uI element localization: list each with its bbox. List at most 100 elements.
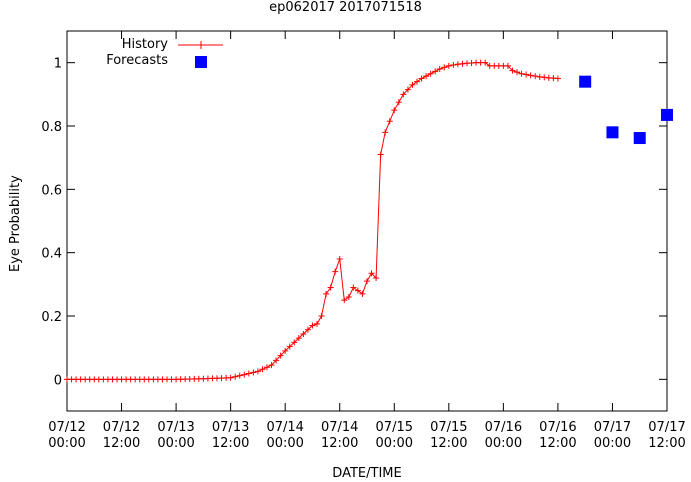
history-point: [254, 368, 261, 375]
y-axis-label: Eye Probability: [8, 175, 23, 272]
x-tick-date: 07/14: [266, 420, 303, 435]
history-point: [377, 151, 384, 158]
x-tick-time: 00:00: [376, 436, 413, 451]
legend: [178, 41, 223, 68]
history-point: [268, 362, 275, 369]
x-tick-time: 12:00: [103, 436, 140, 451]
history-point: [245, 370, 252, 377]
history-point: [277, 352, 284, 359]
x-tick-date: 07/12: [103, 420, 140, 435]
x-axis: 07/1200:0007/1212:0007/1300:0007/1312:00…: [48, 31, 686, 451]
legend-history-label: History: [121, 37, 168, 52]
history-point: [241, 371, 248, 378]
legend-forecast-marker: [195, 56, 207, 68]
history-point: [482, 59, 489, 66]
forecast-point: [579, 75, 592, 88]
x-tick-date: 07/13: [212, 420, 249, 435]
y-tick-label: 0.8: [41, 120, 62, 135]
x-tick-time: 12:00: [539, 436, 576, 451]
history-point: [250, 369, 257, 376]
x-tick-date: 07/14: [321, 420, 358, 435]
y-tick-label: 0.4: [41, 247, 62, 262]
plot-frame: [66, 30, 668, 412]
x-tick-date: 07/13: [157, 420, 194, 435]
history-point: [359, 290, 366, 297]
history-point: [423, 73, 430, 80]
history-point: [509, 67, 516, 74]
x-axis-label: DATE/TIME: [332, 466, 402, 481]
history-point: [354, 287, 361, 294]
history-point: [445, 62, 452, 69]
y-tick-label: 1: [54, 57, 62, 72]
history-point: [336, 256, 343, 262]
forecast-point: [606, 126, 619, 139]
history-point: [264, 364, 270, 371]
x-tick-date: 07/17: [648, 420, 685, 435]
x-tick-date: 07/17: [594, 420, 631, 435]
x-tick-date: 07/15: [376, 420, 413, 435]
x-tick-time: 12:00: [321, 436, 358, 451]
forecast-point: [661, 108, 673, 121]
history-point: [232, 373, 239, 380]
x-tick-time: 00:00: [266, 436, 303, 451]
history-point: [368, 270, 375, 277]
history-point: [236, 372, 243, 379]
y-axis: 0 0.2 0.4 0.6 0.8 1: [41, 57, 667, 388]
x-tick-time: 00:00: [485, 436, 522, 451]
x-tick-date: 07/12: [48, 420, 85, 435]
history-point: [523, 71, 530, 78]
history-point: [441, 64, 448, 71]
history-point: [345, 294, 352, 300]
history-point: [282, 347, 289, 354]
history-point: [309, 322, 316, 329]
history-point: [391, 107, 398, 114]
history-point: [373, 275, 380, 281]
x-tick-date: 07/15: [430, 420, 467, 435]
history-point: [518, 70, 525, 77]
history-point: [418, 75, 425, 82]
history-point: [554, 75, 561, 82]
history-point: [291, 339, 298, 346]
x-tick-time: 00:00: [594, 436, 631, 451]
history-point: [314, 320, 320, 327]
forecast-point: [633, 132, 646, 145]
history-point: [400, 91, 407, 98]
history-point: [382, 129, 389, 136]
y-tick-label: 0: [54, 373, 62, 388]
history-point: [414, 78, 420, 85]
history-point: [341, 297, 348, 304]
history-point: [332, 268, 339, 275]
x-tick-time: 12:00: [648, 436, 685, 451]
history-point: [404, 86, 411, 93]
history-point: [295, 335, 302, 342]
y-tick-label: 0.2: [41, 310, 62, 325]
history-point: [327, 284, 334, 291]
history-point: [304, 326, 311, 333]
history-point: [532, 73, 539, 80]
x-tick-time: 00:00: [157, 436, 194, 451]
x-tick-date: 07/16: [485, 420, 522, 435]
history-line: [67, 62, 558, 380]
history-point: [395, 99, 402, 106]
chart-title: ep062017 2017071518: [269, 0, 422, 15]
history-point: [527, 72, 534, 79]
history-point: [364, 278, 370, 285]
legend-forecasts-label: Forecasts: [106, 53, 168, 68]
history-point: [436, 66, 443, 72]
history-point: [227, 374, 234, 381]
history-point: [300, 330, 307, 337]
history-point: [350, 284, 357, 291]
history-point: [409, 81, 416, 88]
history-point: [432, 68, 439, 75]
history-point: [450, 62, 457, 69]
y-tick-label: 0.6: [41, 183, 62, 198]
x-tick-date: 07/16: [539, 420, 576, 435]
history-point: [514, 69, 520, 76]
history-point: [318, 313, 325, 319]
history-point: [323, 290, 330, 297]
x-tick-time: 12:00: [212, 436, 249, 451]
history-point: [259, 366, 266, 373]
forecast-series: [579, 75, 673, 145]
history-point: [386, 118, 393, 125]
